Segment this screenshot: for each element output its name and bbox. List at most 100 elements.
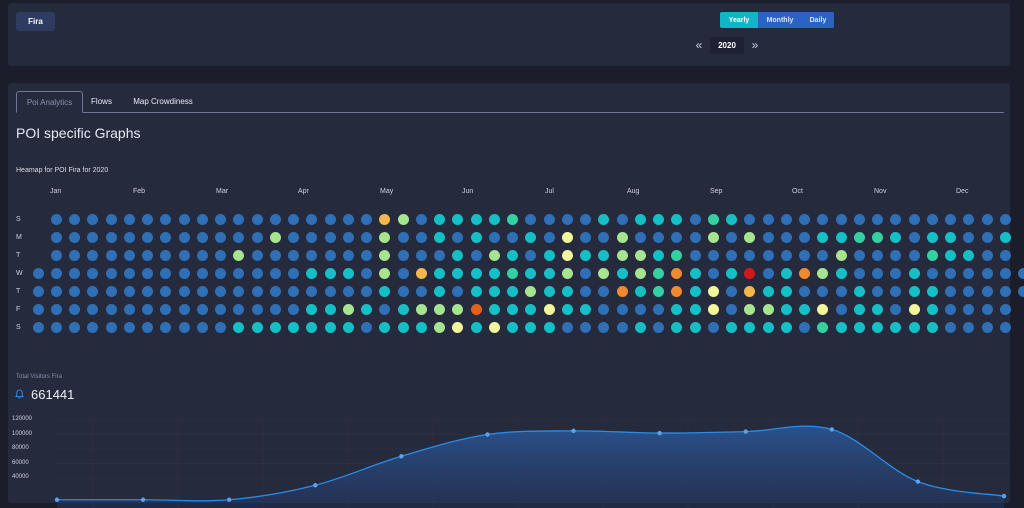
heatmap-cell[interactable] <box>689 250 701 261</box>
heatmap-cell[interactable] <box>160 322 172 333</box>
heatmap-cell[interactable] <box>105 304 117 315</box>
heatmap-cell[interactable] <box>87 214 99 225</box>
heatmap-cell[interactable] <box>890 214 902 225</box>
heatmap-cell[interactable] <box>543 214 555 225</box>
heatmap-cell[interactable] <box>653 286 664 297</box>
heatmap-cell[interactable] <box>780 322 792 333</box>
heatmap-cell[interactable] <box>671 304 683 315</box>
heatmap-cell[interactable] <box>306 304 318 315</box>
heatmap-cell[interactable] <box>507 214 518 225</box>
heatmap-cell[interactable] <box>434 250 445 261</box>
data-point[interactable] <box>485 432 490 437</box>
heatmap-cell[interactable] <box>269 232 281 243</box>
heatmap-cell[interactable] <box>926 268 938 279</box>
heatmap-cell[interactable] <box>397 268 409 279</box>
heatmap-cell[interactable] <box>744 214 756 225</box>
heatmap-cell[interactable] <box>415 250 427 261</box>
heatmap-cell[interactable] <box>963 322 975 333</box>
heatmap-cell[interactable] <box>160 250 172 261</box>
heatmap-cell[interactable] <box>488 250 500 261</box>
heatmap-cell[interactable] <box>999 304 1011 315</box>
heatmap-cell[interactable] <box>634 214 646 225</box>
heatmap-cell[interactable] <box>415 304 427 315</box>
heatmap-cell[interactable] <box>342 232 354 243</box>
heatmap-cell[interactable] <box>762 214 774 225</box>
heatmap-cell[interactable] <box>105 214 117 225</box>
heatmap-cell[interactable] <box>142 250 153 261</box>
heatmap-cell[interactable] <box>525 286 537 297</box>
heatmap-cell[interactable] <box>397 322 409 333</box>
heatmap-cell[interactable] <box>744 268 756 279</box>
heatmap-cell[interactable] <box>963 250 975 261</box>
heatmap-cell[interactable] <box>415 268 427 279</box>
heatmap-cell[interactable] <box>872 286 883 297</box>
heatmap-cell[interactable] <box>1018 286 1024 297</box>
heatmap-cell[interactable] <box>726 322 737 333</box>
heatmap-cell[interactable] <box>707 268 719 279</box>
heatmap-cell[interactable] <box>707 286 719 297</box>
heatmap-cell[interactable] <box>196 250 208 261</box>
heatmap-cell[interactable] <box>799 268 810 279</box>
heatmap-cell[interactable] <box>689 304 701 315</box>
heatmap-cell[interactable] <box>434 214 445 225</box>
heatmap-cell[interactable] <box>926 322 938 333</box>
heatmap-cell[interactable] <box>945 250 956 261</box>
heatmap-cell[interactable] <box>379 268 391 279</box>
heatmap-cell[interactable] <box>671 214 683 225</box>
heatmap-cell[interactable] <box>69 214 80 225</box>
heatmap-cell[interactable] <box>780 286 792 297</box>
heatmap-cell[interactable] <box>999 268 1011 279</box>
heatmap-cell[interactable] <box>488 322 500 333</box>
heatmap-cell[interactable] <box>50 232 62 243</box>
heatmap-cell[interactable] <box>835 286 847 297</box>
heatmap-cell[interactable] <box>87 304 99 315</box>
heatmap-cell[interactable] <box>543 322 555 333</box>
heatmap-cell[interactable] <box>415 322 427 333</box>
heatmap-cell[interactable] <box>835 214 847 225</box>
heatmap-cell[interactable] <box>598 250 610 261</box>
heatmap-cell[interactable] <box>196 268 208 279</box>
heatmap-cell[interactable] <box>142 232 153 243</box>
heatmap-cell[interactable] <box>981 322 993 333</box>
heatmap-cell[interactable] <box>105 232 117 243</box>
heatmap-cell[interactable] <box>160 268 172 279</box>
heatmap-cell[interactable] <box>853 304 865 315</box>
heatmap-cell[interactable] <box>634 232 646 243</box>
heatmap-cell[interactable] <box>379 250 391 261</box>
heatmap-cell[interactable] <box>707 232 719 243</box>
heatmap-cell[interactable] <box>69 268 80 279</box>
data-point[interactable] <box>829 427 835 432</box>
heatmap-cell[interactable] <box>945 322 956 333</box>
heatmap-cell[interactable] <box>415 214 427 225</box>
heatmap-cell[interactable] <box>269 214 281 225</box>
heatmap-cell[interactable] <box>580 304 591 315</box>
heatmap-cell[interactable] <box>981 232 993 243</box>
heatmap-cell[interactable] <box>908 322 920 333</box>
data-point[interactable] <box>915 479 921 484</box>
heatmap-cell[interactable] <box>160 304 172 315</box>
heatmap-cell[interactable] <box>689 286 701 297</box>
heatmap-cell[interactable] <box>342 304 354 315</box>
heatmap-cell[interactable] <box>269 268 281 279</box>
heatmap-cell[interactable] <box>470 250 482 261</box>
heatmap-cell[interactable] <box>981 286 993 297</box>
heatmap-cell[interactable] <box>908 268 920 279</box>
heatmap-cell[interactable] <box>780 250 792 261</box>
heatmap-cell[interactable] <box>69 304 80 315</box>
heatmap-cell[interactable] <box>799 286 810 297</box>
heatmap-cell[interactable] <box>87 286 99 297</box>
heatmap-cell[interactable] <box>780 304 792 315</box>
heatmap-cell[interactable] <box>488 268 500 279</box>
heatmap-cell[interactable] <box>434 304 445 315</box>
heatmap-cell[interactable] <box>908 232 920 243</box>
heatmap-cell[interactable] <box>963 232 975 243</box>
heatmap-cell[interactable] <box>215 268 226 279</box>
heatmap-cell[interactable] <box>525 322 537 333</box>
heatmap-cell[interactable] <box>853 286 865 297</box>
heatmap-cell[interactable] <box>707 214 719 225</box>
heatmap-cell[interactable] <box>470 268 482 279</box>
heatmap-cell[interactable] <box>233 250 245 261</box>
heatmap-cell[interactable] <box>817 214 829 225</box>
heatmap-cell[interactable] <box>434 322 445 333</box>
heatmap-cell[interactable] <box>817 322 829 333</box>
